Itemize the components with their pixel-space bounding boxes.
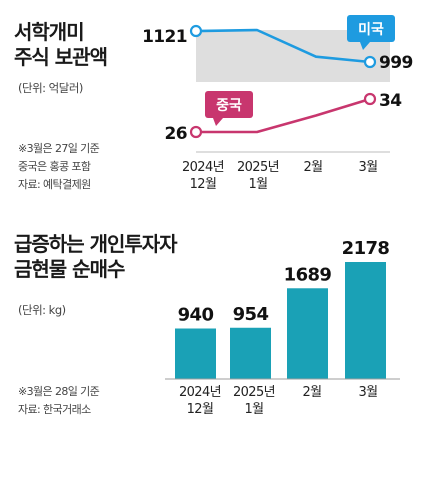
line-x-tick: 2025년 1월 xyxy=(236,160,280,192)
line-note-1: ※3월은 27일 기준 xyxy=(18,142,100,155)
bar-x-tick: 2025년 1월 xyxy=(232,385,276,417)
china-tag-label: 중국 xyxy=(216,98,242,114)
china-tag: 중국 xyxy=(205,91,253,126)
bar-value-label: 1689 xyxy=(284,264,332,285)
line-chart-unit: (단위: 억달러) xyxy=(18,81,83,95)
bar xyxy=(175,328,216,379)
bar xyxy=(345,262,386,379)
china-line xyxy=(196,97,371,134)
line-note-3: 자료: 예탁결제원 xyxy=(18,178,91,191)
us-tag-label: 미국 xyxy=(358,22,384,38)
china-point xyxy=(189,125,203,139)
bar-x-tick: 2024년 12월 xyxy=(178,385,222,417)
bar-x-tick: 3월 xyxy=(358,385,378,400)
line-chart-notes: ※3월은 27일 기준 중국은 홍콩 포함 자료: 예탁결제원 xyxy=(18,140,100,194)
bar-value-label: 2178 xyxy=(342,238,390,259)
bar-note-1: ※3월은 28일 기준 xyxy=(18,385,100,398)
bar-value-label: 940 xyxy=(178,305,214,326)
line-note-2: 중국은 홍콩 포함 xyxy=(18,160,91,173)
bar-x-tick: 2월 xyxy=(302,385,322,400)
bar-chart-title: 급증하는 개인투자자 금현물 순매수 xyxy=(14,232,178,281)
china-point xyxy=(363,92,377,106)
us-first-value: 1121 xyxy=(142,27,187,47)
bar-chart-unit: (단위: kg) xyxy=(18,303,66,317)
china-first-value: 26 xyxy=(165,124,187,144)
line-x-tick: 2024년 12월 xyxy=(181,160,225,192)
us-point xyxy=(189,24,203,38)
us-line xyxy=(195,28,371,64)
us-tag: 미국 xyxy=(347,15,395,50)
bar-note-2: 자료: 한국거래소 xyxy=(18,403,91,416)
bar-value-label: 954 xyxy=(233,304,269,325)
bar-chart-notes: ※3월은 28일 기준 자료: 한국거래소 xyxy=(18,383,100,419)
bar xyxy=(287,288,328,379)
line-x-tick: 3월 xyxy=(358,160,378,175)
bar xyxy=(230,327,271,379)
line-chart-title: 서학개미 주식 보관액 xyxy=(14,20,108,69)
line-x-tick: 2월 xyxy=(303,160,323,175)
us-point xyxy=(363,55,377,69)
china-last-value: 34 xyxy=(379,91,402,111)
us-last-value: 999 xyxy=(379,53,413,73)
